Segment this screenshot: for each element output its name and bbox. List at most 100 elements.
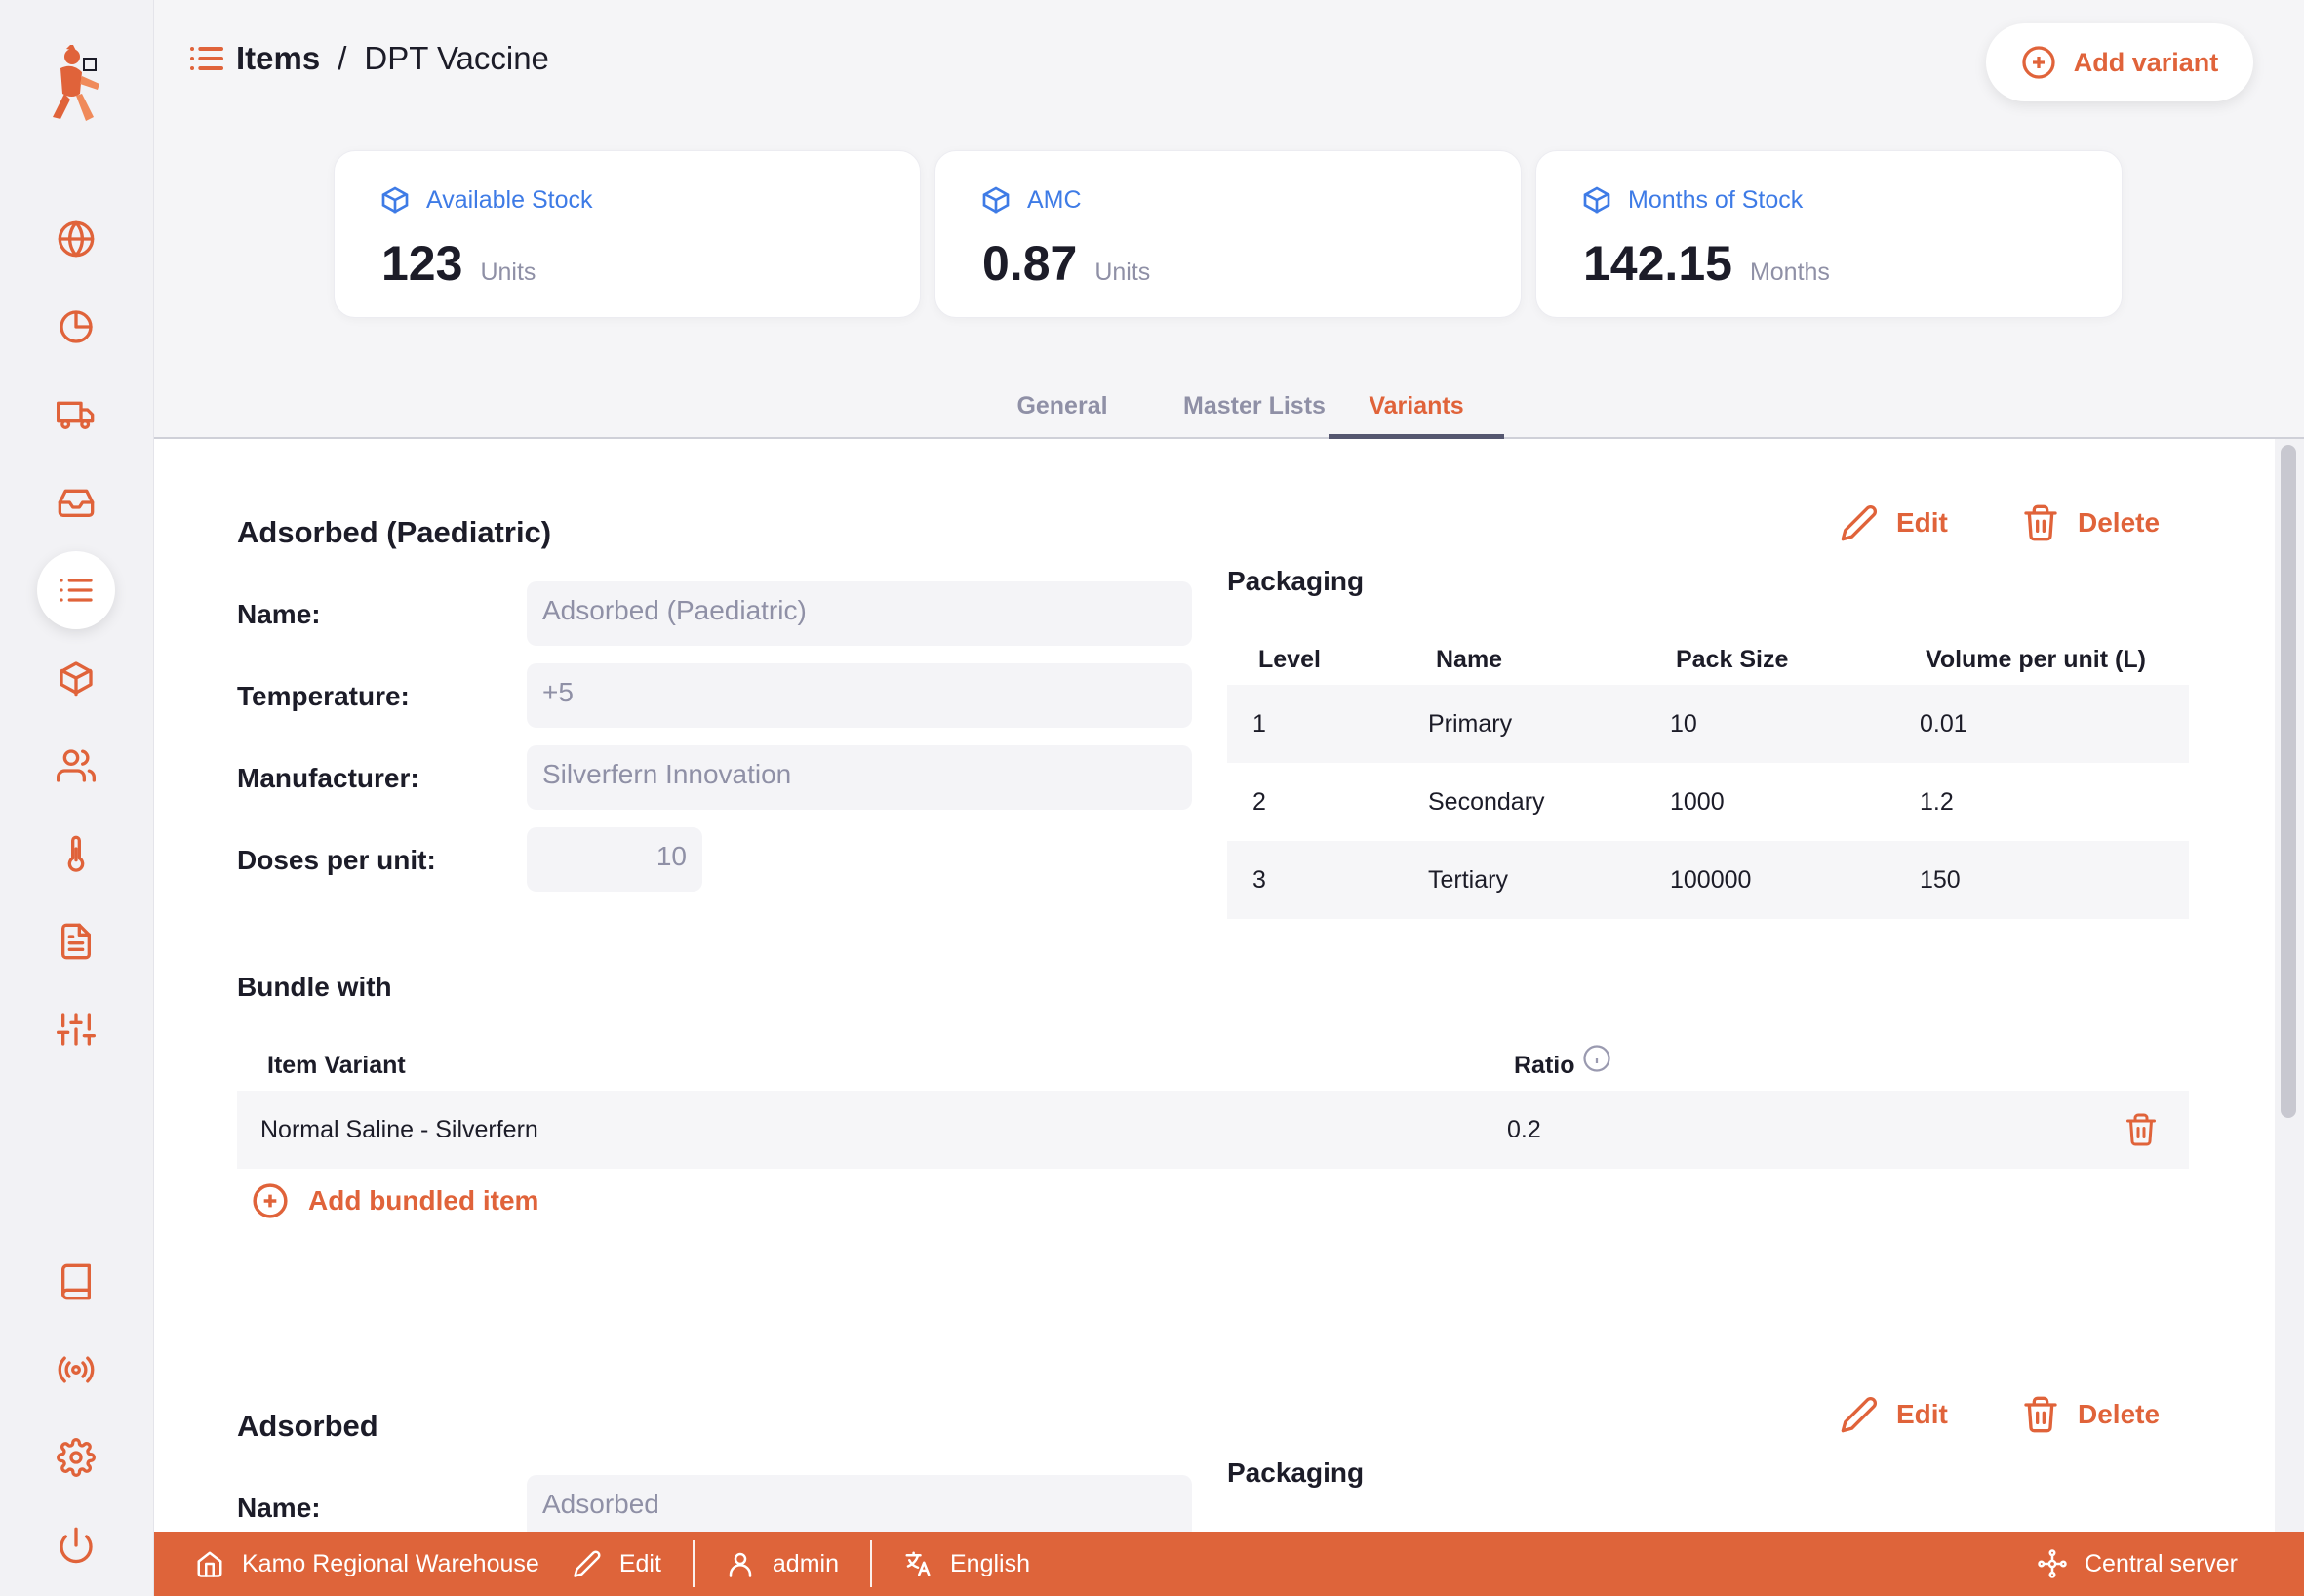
packaging-title: Packaging (1227, 1457, 1365, 1488)
cell-level: 2 (1252, 788, 1266, 816)
stat-unit: Units (480, 259, 536, 286)
nav-logout[interactable] (37, 1506, 115, 1584)
trash-icon (2024, 504, 2057, 541)
remove-bundle-button[interactable] (2124, 1112, 2159, 1147)
radio-icon (58, 1356, 95, 1383)
scrollbar[interactable] (2275, 439, 2304, 1532)
footer-divider (870, 1540, 872, 1587)
nav-manage[interactable] (37, 990, 115, 1068)
app-logo (43, 45, 107, 129)
nav-documents[interactable] (37, 902, 115, 980)
cell-level: 1 (1252, 710, 1266, 738)
edit-store-button[interactable]: Edit (573, 1532, 661, 1596)
pie-chart-icon (60, 310, 93, 343)
breadcrumb-items-link[interactable]: Items (236, 40, 321, 76)
cell-item-variant: Normal Saline - Silverfern (260, 1116, 538, 1143)
nav-patients[interactable] (37, 727, 115, 805)
stat-value: 0.87 (982, 236, 1078, 291)
stat-label: Months of Stock (1628, 185, 1804, 214)
cell-pack-size: 10 (1670, 710, 1697, 738)
power-icon (60, 1527, 93, 1564)
stat-label: AMC (1027, 185, 1082, 214)
temperature-label: Temperature: (237, 681, 410, 711)
packaging-header-level: Level (1258, 646, 1321, 673)
tab-bar: General Master Lists Variants (154, 373, 2304, 439)
edit-label: Edit (1896, 507, 1948, 538)
user-icon (729, 1552, 752, 1577)
edit-variant-button[interactable]: Edit (1840, 1395, 1948, 1434)
home-icon (197, 1551, 222, 1577)
bundle-title: Bundle with (237, 972, 392, 1002)
menu-icon[interactable] (187, 39, 226, 78)
pencil-icon (1841, 1396, 1878, 1433)
nav-dashboard[interactable] (37, 200, 115, 278)
breadcrumb-separator: / (338, 40, 347, 76)
plus-circle-icon (253, 1183, 288, 1218)
inbox-icon (58, 489, 95, 517)
footer-divider (692, 1540, 695, 1587)
name-field[interactable]: Adsorbed (527, 1475, 1192, 1532)
nav-cold-chain[interactable] (37, 815, 115, 893)
scrollbar-thumb[interactable] (2281, 445, 2296, 1118)
trash-icon (2024, 1396, 2057, 1433)
delete-label: Delete (2078, 507, 2161, 538)
stat-label: Available Stock (426, 185, 593, 214)
nav-replenishment[interactable] (37, 463, 115, 541)
language-label: English (950, 1549, 1030, 1577)
cell-name: Primary (1428, 710, 1513, 738)
name-label: Name: (237, 599, 321, 629)
sidebar (0, 0, 154, 1596)
stat-card-amc: AMC 0.87 Units (934, 150, 1522, 318)
edit-variant-button[interactable]: Edit (1840, 503, 1948, 542)
nav-inventory[interactable] (37, 639, 115, 717)
cell-pack-size: 100000 (1670, 866, 1752, 894)
bundle-header-item-variant: Item Variant (267, 1052, 406, 1079)
add-bundled-item-button[interactable]: Add bundled item (252, 1182, 538, 1219)
add-variant-button[interactable]: Add variant (1986, 23, 2253, 101)
delete-variant-button[interactable]: Delete (2021, 1395, 2160, 1434)
packaging-title: Packaging (1227, 566, 1365, 596)
table-row[interactable]: Normal Saline - Silverfern 0.2 (237, 1091, 2189, 1169)
manufacturer-field[interactable]: Silverfern Innovation (527, 745, 1192, 810)
stat-card-months-of-stock: Months of Stock 142.15 Months (1535, 150, 2123, 318)
nav-catalogue[interactable] (37, 551, 115, 629)
breadcrumb-current: DPT Vaccine (364, 40, 549, 76)
nav-settings[interactable] (37, 1418, 115, 1496)
packaging-header-name: Name (1436, 646, 1503, 673)
nav-reports[interactable] (37, 288, 115, 366)
doses-per-unit-field[interactable]: 10 (527, 827, 702, 892)
trash-icon (2126, 1113, 2156, 1146)
sliders-icon (57, 1013, 96, 1046)
pencil-icon (574, 1550, 601, 1577)
nav-sync[interactable] (37, 1331, 115, 1409)
manufacturer-label: Manufacturer: (237, 763, 419, 793)
tab-master-lists[interactable]: Master Lists (1183, 392, 1326, 419)
nav-help[interactable] (37, 1243, 115, 1321)
server-status: Central server (2038, 1532, 2238, 1596)
users-icon (57, 749, 96, 782)
book-icon (61, 1263, 92, 1300)
name-field[interactable]: Adsorbed (Paediatric) (527, 581, 1192, 646)
table-row[interactable]: 3 Tertiary 100000 150 (1227, 841, 2189, 919)
delete-variant-button[interactable]: Delete (2021, 503, 2160, 542)
user-menu[interactable]: admin (726, 1532, 839, 1596)
tab-general[interactable]: General (1016, 392, 1108, 419)
variant-title: Adsorbed (237, 1409, 378, 1443)
table-row[interactable]: 2 Secondary 1000 1.2 (1227, 763, 2189, 841)
pencil-icon (1841, 504, 1878, 541)
cell-name: Tertiary (1428, 866, 1508, 894)
temperature-field[interactable]: +5 (527, 663, 1192, 728)
table-row[interactable]: 1 Primary 10 0.01 (1227, 685, 2189, 763)
stat-value: 142.15 (1583, 236, 1732, 291)
store-selector[interactable]: Kamo Regional Warehouse (195, 1532, 539, 1596)
stat-value: 123 (381, 236, 463, 291)
name-label: Name: (237, 1493, 321, 1523)
nav-distribution[interactable] (37, 376, 115, 454)
store-name: Kamo Regional Warehouse (242, 1549, 539, 1577)
language-selector[interactable]: English (903, 1532, 1030, 1596)
info-icon[interactable] (1582, 1044, 1611, 1073)
add-variant-label: Add variant (2073, 47, 2219, 77)
truck-icon (57, 401, 95, 429)
tab-variants[interactable]: Variants (1329, 373, 1504, 439)
edit-store-label: Edit (618, 1549, 661, 1577)
